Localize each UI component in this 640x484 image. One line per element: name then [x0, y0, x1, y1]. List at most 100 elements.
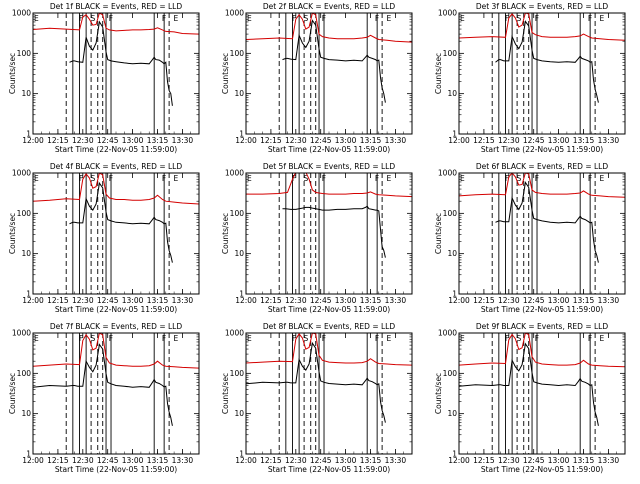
y-axis-label: Counts/sec — [434, 53, 443, 94]
x-tick-label: 12:00 — [448, 456, 470, 465]
panel-title: Det 4f BLACK = Events, RED = LLD — [50, 162, 183, 171]
x-tick-label: 13:15 — [147, 296, 169, 305]
region-marker-f: F — [79, 174, 83, 183]
x-tick-label: 12:30 — [72, 296, 94, 305]
x-tick-label: 12:45 — [523, 136, 545, 145]
y-tick-label: 1 — [239, 450, 244, 459]
panel-svg: Det 1f BLACK = Events, RED = LLD 1 10 100 10… — [8, 2, 200, 154]
region-marker-s: S — [516, 174, 521, 183]
panel-title: Det 2f BLACK = Events, RED = LLD — [263, 2, 396, 11]
x-tick-label: 13:00 — [335, 296, 357, 305]
y-tick-label: 100 — [17, 369, 32, 378]
events-series-line — [69, 20, 173, 106]
events-series-line — [282, 19, 386, 103]
y-tick-label: 100 — [230, 369, 245, 378]
region-marker-s: S — [303, 14, 308, 23]
events-series-line — [246, 341, 386, 423]
lld-series-line — [33, 173, 199, 205]
events-series-line — [33, 343, 173, 426]
y-tick-label: 10 — [447, 409, 457, 418]
x-tick-label: 12:45 — [310, 456, 332, 465]
region-marker-e: E — [386, 174, 391, 183]
y-axis-label: Counts/sec — [221, 213, 230, 254]
panel-title: Det 3f BLACK = Events, RED = LLD — [476, 2, 609, 11]
panel-svg: Det 3f BLACK = Events, RED = LLD 1 10 100 10… — [434, 2, 626, 154]
x-axis-label: Start Time (22-Nov-05 11:59:00) — [268, 145, 390, 154]
y-tick-label: 10 — [21, 89, 31, 98]
detector-panel-7: Det 7f BLACK = Events, RED = LLD 1 10 100 10… — [0, 320, 213, 480]
events-series-line — [282, 205, 386, 258]
y-tick-label: 1 — [239, 130, 244, 139]
series-group — [246, 333, 412, 423]
region-marker-f: F — [375, 174, 379, 183]
y-axis-label: Counts/sec — [221, 53, 230, 94]
y-axis-label: Counts/sec — [221, 373, 230, 414]
y-tick-label: 10 — [447, 89, 457, 98]
x-tick-label: 13:30 — [385, 296, 407, 305]
x-tick-label: 12:00 — [448, 296, 470, 305]
y-tick-label: 1 — [452, 450, 457, 459]
series-group — [33, 13, 199, 106]
x-tick-label: 12:00 — [22, 456, 44, 465]
region-marker-f: F — [535, 174, 539, 183]
y-tick-label: 1000 — [225, 169, 244, 178]
y-tick-label: 100 — [443, 49, 458, 58]
region-marker-e: E — [247, 174, 252, 183]
x-tick-label: 13:30 — [385, 136, 407, 145]
x-tick-label: 12:45 — [310, 136, 332, 145]
x-axis-label: Start Time (22-Nov-05 11:59:00) — [55, 465, 177, 474]
detector-panel-4: Det 4f BLACK = Events, RED = LLD 1 10 100 10… — [0, 160, 213, 320]
y-tick-label: 100 — [17, 209, 32, 218]
x-tick-label: 12:45 — [97, 296, 119, 305]
x-tick-label: 13:00 — [122, 456, 144, 465]
x-tick-label: 13:00 — [122, 296, 144, 305]
region-marker-e: E — [173, 174, 178, 183]
x-tick-label: 13:00 — [335, 136, 357, 145]
x-tick-label: 12:30 — [498, 456, 520, 465]
x-tick-label: 13:30 — [598, 136, 620, 145]
x-tick-label: 13:30 — [172, 136, 194, 145]
x-tick-label: 13:30 — [598, 456, 620, 465]
plot-frame — [32, 172, 200, 295]
region-marker-f: F — [375, 14, 379, 23]
x-tick-label: 13:15 — [360, 136, 382, 145]
region-marker-f: F — [322, 334, 326, 343]
y-axis-label: Counts/sec — [434, 213, 443, 254]
detector-panel-2: Det 2f BLACK = Events, RED = LLD 1 10 100 10… — [213, 0, 426, 160]
region-marker-f: F — [109, 174, 113, 183]
x-axis-label: Start Time (22-Nov-05 11:59:00) — [481, 145, 603, 154]
x-tick-label: 12:30 — [72, 136, 94, 145]
lld-series-line — [246, 13, 412, 43]
lld-series-line — [33, 333, 199, 369]
region-marker-e: E — [460, 174, 465, 183]
region-marker-f: F — [109, 14, 113, 23]
region-marker-e: E — [599, 334, 604, 343]
panel-title: Det 1f BLACK = Events, RED = LLD — [50, 2, 183, 11]
x-tick-label: 13:15 — [573, 456, 595, 465]
region-marker-f: F — [292, 14, 296, 23]
x-axis-label: Start Time (22-Nov-05 11:59:00) — [481, 305, 603, 314]
x-tick-label: 12:15 — [47, 456, 69, 465]
events-series-line — [495, 181, 599, 263]
events-series-line — [459, 342, 599, 426]
x-tick-label: 13:15 — [573, 136, 595, 145]
region-marker-f: F — [162, 334, 166, 343]
lld-series-line — [246, 173, 412, 198]
y-tick-label: 10 — [234, 409, 244, 418]
panel-title: Det 6f BLACK = Events, RED = LLD — [476, 162, 609, 171]
y-tick-label: 1000 — [12, 9, 31, 18]
x-tick-label: 12:15 — [47, 296, 69, 305]
x-tick-label: 12:15 — [47, 136, 69, 145]
y-tick-label: 100 — [230, 49, 245, 58]
lld-series-line — [459, 13, 625, 41]
region-marker-e: E — [34, 174, 39, 183]
x-tick-label: 12:00 — [235, 136, 257, 145]
region-marker-e: E — [247, 14, 252, 23]
y-axis-label: Counts/sec — [434, 373, 443, 414]
x-tick-label: 12:45 — [523, 456, 545, 465]
y-tick-label: 1 — [239, 290, 244, 299]
plot-frame — [32, 332, 200, 455]
detector-panel-6: Det 6f BLACK = Events, RED = LLD 1 10 100 10… — [426, 160, 639, 320]
x-tick-label: 13:15 — [573, 296, 595, 305]
